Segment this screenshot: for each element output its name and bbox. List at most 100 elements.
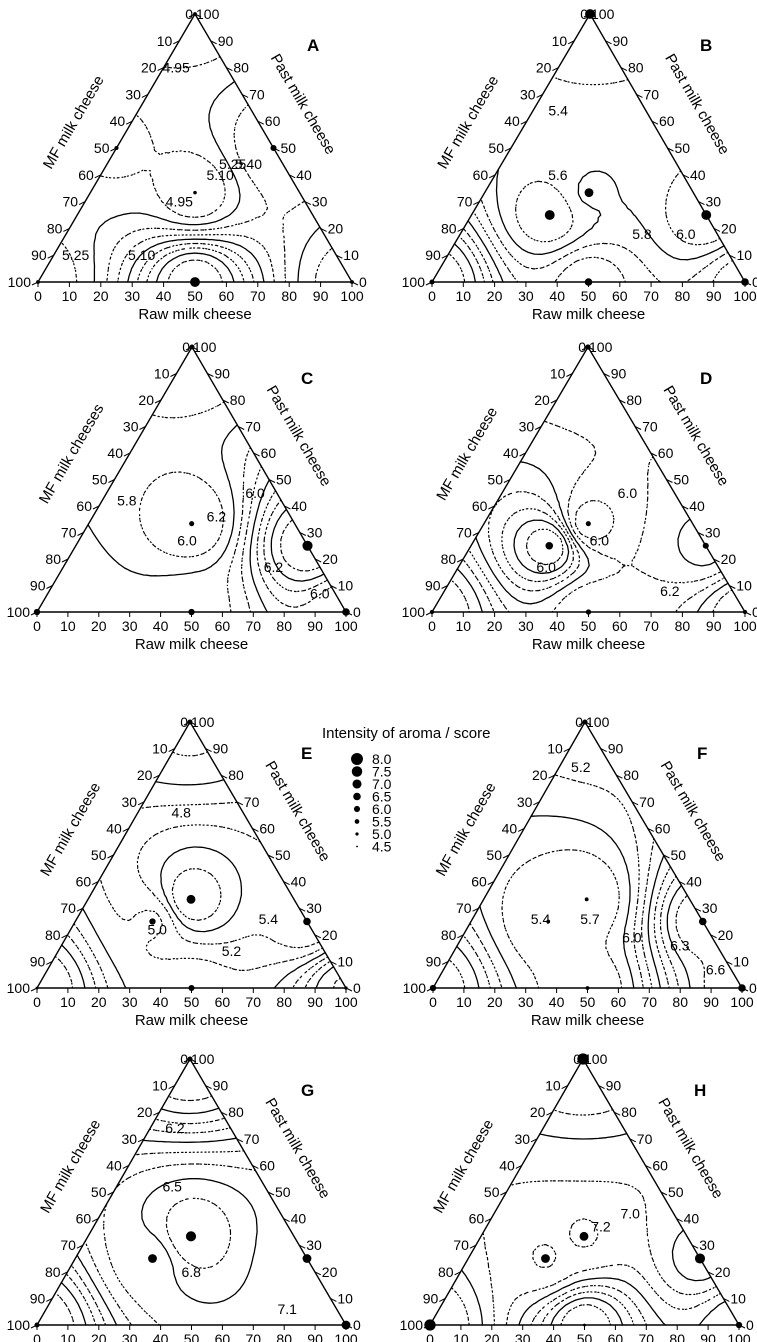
contour-line-dotted (473, 210, 734, 283)
right-axis-tick (330, 1297, 337, 1302)
design-point (583, 1323, 586, 1327)
right-axis-label: Past milk cheese (660, 383, 732, 489)
contour-label: 6.2 (660, 583, 680, 599)
contour-line (453, 243, 477, 283)
bottom-tick-label: 50 (581, 288, 597, 304)
contour-label: 4.95 (166, 194, 193, 210)
right-tick-label: 10 (737, 247, 753, 263)
bottom-tick-label: 20 (487, 618, 503, 634)
bottom-tick-label: 100 (727, 1331, 751, 1342)
right-axis-tick (613, 1111, 621, 1116)
panel-label: D (700, 369, 712, 388)
left-axis-tick (561, 1085, 568, 1090)
right-tick-label: 80 (628, 60, 644, 76)
right-axis-tick (252, 1164, 259, 1169)
contour-line-dotted (675, 894, 705, 989)
legend-label: 5.0 (372, 826, 392, 842)
right-tick-label: 80 (233, 60, 249, 76)
right-axis-tick (634, 426, 642, 430)
design-point (541, 1254, 550, 1263)
left-axis-label: MF milk cheese (434, 73, 502, 172)
contour-line-dotted (505, 1263, 722, 1326)
left-axis-label: MF milk cheese (433, 780, 500, 880)
design-point (193, 190, 197, 195)
contour-line-dotted (468, 420, 722, 613)
apex-tick-label-right: 100 (191, 714, 215, 730)
right-axis-tick (631, 801, 639, 806)
bottom-tick-label: 60 (215, 994, 231, 1010)
contour-line (93, 80, 321, 283)
contour-label: 5.2 (222, 943, 242, 959)
left-tick-label: 70 (457, 194, 473, 210)
left-axis-tick (141, 93, 149, 98)
right-tick-label: 40 (686, 874, 702, 890)
contour-line-dotted (165, 1197, 232, 1269)
right-tick-label: 40 (291, 874, 307, 890)
right-axis-tick (336, 254, 343, 259)
right-axis-tick (667, 147, 674, 152)
legend-label: 4.5 (372, 839, 392, 855)
contour-line-dotted (70, 1127, 231, 1326)
apex-tick-label-right: 100 (591, 6, 615, 22)
bottom-tick-label: 90 (706, 618, 722, 634)
bottom-tick-label: 0 (428, 288, 436, 304)
contour-line-dotted (103, 1163, 256, 1326)
left-axis-label: MF milk cheese (37, 1117, 104, 1217)
right-tick-label: 40 (291, 498, 307, 514)
left-axis-tick (77, 532, 84, 536)
right-tick-label: 30 (306, 1237, 322, 1253)
right-tick-label: 80 (230, 392, 246, 408)
right-axis-tick (257, 120, 265, 125)
contour-line (467, 220, 504, 283)
left-tick-label: 70 (60, 1237, 76, 1253)
contour-line-dotted (54, 955, 341, 989)
bottom-tick-label: 60 (612, 618, 628, 634)
design-point (584, 897, 589, 902)
right-tick-label: 60 (259, 820, 275, 836)
contour-label: 5.2 (571, 759, 591, 775)
left-tick-label: 50 (487, 472, 503, 488)
bottom-tick-label: 30 (124, 288, 140, 304)
left-axis-tick (469, 1244, 477, 1249)
right-tick-label: 60 (652, 1157, 668, 1173)
left-tick-label: 60 (469, 1211, 485, 1227)
left-tick-label: 70 (60, 900, 76, 916)
triangle-outline (35, 345, 348, 613)
right-tick-label: 20 (715, 1264, 731, 1280)
triangle-outline (430, 345, 747, 613)
right-tick-label: 0 (353, 1317, 361, 1333)
contour-line-dotted (226, 446, 251, 613)
bottom-tick-label: 90 (307, 994, 323, 1010)
bottom-tick-label: 40 (156, 288, 172, 304)
left-axis-tick (563, 748, 571, 753)
design-point (694, 1253, 706, 1264)
bottom-tick-label: 50 (580, 994, 596, 1010)
contour-line (479, 815, 635, 989)
bottom-tick-label: 40 (546, 1331, 562, 1342)
right-axis-tick (676, 1218, 683, 1223)
panel-label: G (301, 1081, 314, 1100)
bottom-tick-label: 70 (246, 618, 262, 634)
bottom-tick-label: 90 (700, 1331, 716, 1342)
left-tick-label: 70 (456, 525, 472, 541)
left-tick-label: 40 (106, 1157, 122, 1173)
left-axis-tick (454, 1271, 461, 1276)
design-point (741, 278, 749, 286)
right-axis-tick (681, 505, 689, 510)
contour-label: 6.0 (245, 485, 265, 501)
bottom-tick-label: 80 (276, 618, 292, 634)
contour-label: 5.8 (632, 226, 652, 242)
right-axis-tick (729, 254, 736, 259)
bottom-tick-label: 30 (122, 1331, 138, 1342)
right-tick-label: 50 (281, 140, 297, 156)
bottom-tick-label: 0 (428, 618, 436, 634)
apex-tick-label-left: 0 (575, 714, 583, 730)
right-tick-label: 50 (674, 472, 690, 488)
bottom-tick-label: 100 (733, 618, 757, 634)
bottom-tick-label: 40 (153, 1331, 169, 1342)
left-tick-label: 70 (63, 194, 79, 210)
design-point (188, 984, 195, 992)
